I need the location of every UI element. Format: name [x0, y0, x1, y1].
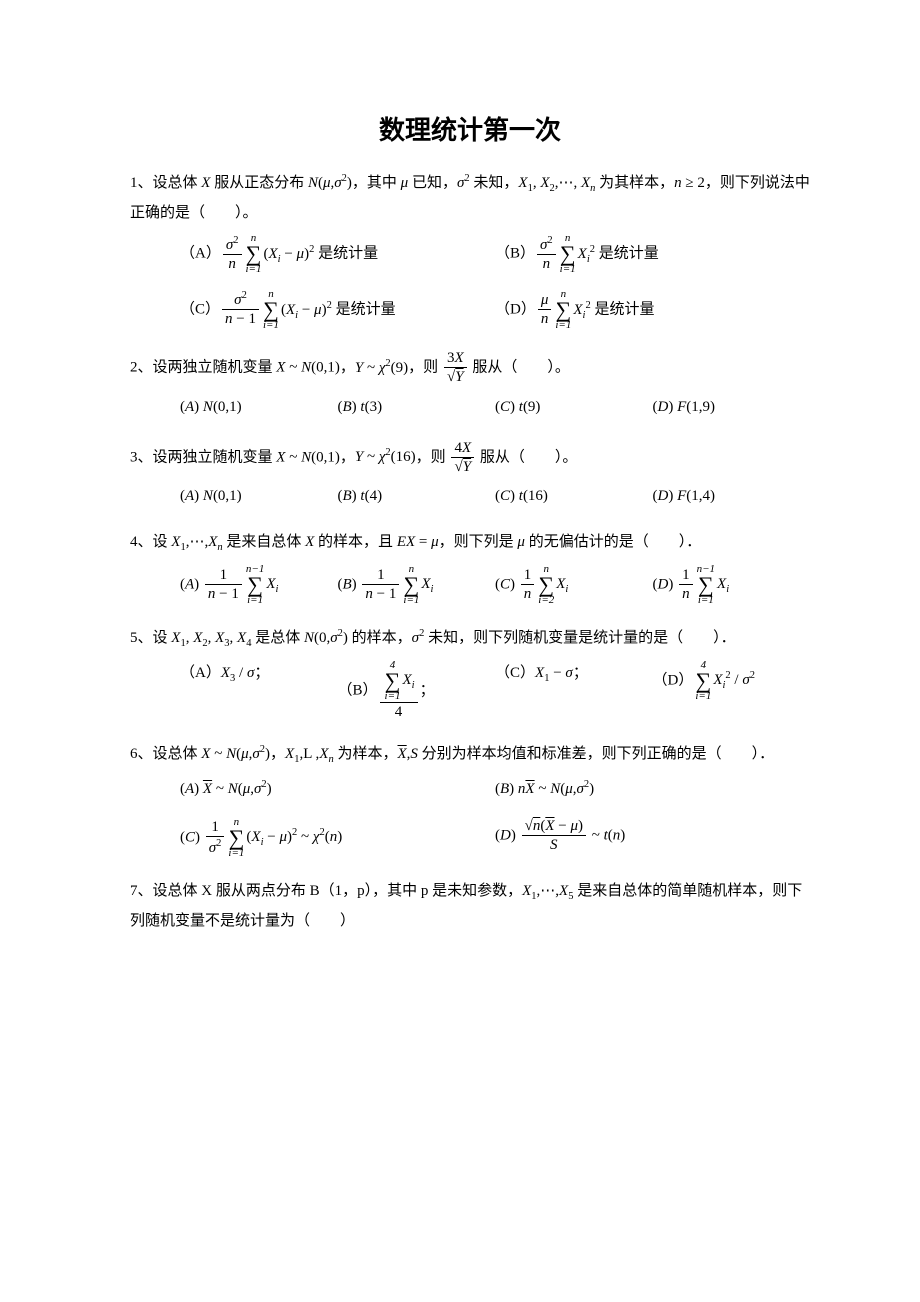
- question-options: (A) 1n − 1n−1∑i=1Xi(B) 1n − 1n∑i=1Xi(C) …: [130, 564, 810, 606]
- question-stem: 6、设总体 X ~ N(μ,σ2)，X1,L ,Xn 为样本，X,S 分别为样本…: [130, 740, 810, 770]
- question-stem: 3、设两独立随机变量 X ~ N(0,1)，Y ~ χ2(16)，则 4X√Y …: [130, 439, 810, 478]
- option: （C）σ2n − 1n∑i=1(Xi − μ)2 是统计量: [180, 289, 495, 331]
- question-options: （A）X3 / σ；（B）4∑i=1Xi4；（C）X1 − σ；（D）4∑i=1…: [130, 660, 810, 722]
- page: 数理统计第一次 1、设总体 X 服从正态分布 N(μ,σ2)，其中 μ 已知，σ…: [0, 0, 920, 1001]
- question-options: (A) X ~ N(μ,σ2)(B) nX ~ N(μ,σ2)(C) 1σ2n∑…: [130, 776, 810, 859]
- option: （B）4∑i=1Xi4；: [338, 660, 496, 722]
- questions-container: 1、设总体 X 服从正态分布 N(μ,σ2)，其中 μ 已知，σ2 未知，X1,…: [130, 169, 810, 935]
- option: (B) 1n − 1n∑i=1Xi: [338, 564, 496, 606]
- option: (D) F(1,4): [653, 483, 811, 510]
- question-stem: 4、设 X1,⋯,Xn 是来自总体 X 的样本，且 EX = μ，则下列是 μ …: [130, 528, 810, 558]
- option: （C）X1 − σ；: [495, 660, 653, 722]
- option: （A）X3 / σ；: [180, 660, 338, 722]
- option: (D) 1nn−1∑i=1Xi: [653, 564, 811, 606]
- option: （D）μnn∑i=1Xi2 是统计量: [495, 289, 810, 331]
- option: （A）σ2nn∑i=1(Xi − μ)2 是统计量: [180, 233, 495, 275]
- question-options: （A）σ2nn∑i=1(Xi − μ)2 是统计量（B）σ2nn∑i=1Xi2 …: [130, 233, 810, 331]
- option: (C) 1nn∑i=2Xi: [495, 564, 653, 606]
- question-stem: 5、设 X1, X2, X3, X4 是总体 N(0,σ2) 的样本，σ2 未知…: [130, 624, 810, 654]
- question-options: (A) N(0,1)(B) t(4)(C) t(16)(D) F(1,4): [130, 483, 810, 510]
- option: (D) √n(X − μ)S ~ t(n): [495, 817, 810, 859]
- option: (B) t(3): [338, 394, 496, 421]
- option: (D) F(1,9): [653, 394, 811, 421]
- option: (B) t(4): [338, 483, 496, 510]
- option: (A) N(0,1): [180, 394, 338, 421]
- question-options: (A) N(0,1)(B) t(3)(C) t(9)(D) F(1,9): [130, 394, 810, 421]
- document-title: 数理统计第一次: [130, 110, 810, 147]
- question-stem: 1、设总体 X 服从正态分布 N(μ,σ2)，其中 μ 已知，σ2 未知，X1,…: [130, 169, 810, 227]
- option: (A) X ~ N(μ,σ2): [180, 776, 495, 803]
- question-stem: 2、设两独立随机变量 X ~ N(0,1)，Y ~ χ2(9)，则 3X√Y 服…: [130, 349, 810, 388]
- option: (B) nX ~ N(μ,σ2): [495, 776, 810, 803]
- option: (C) t(9): [495, 394, 653, 421]
- option: (C) 1σ2n∑i=1(Xi − μ)2 ~ χ2(n): [180, 817, 495, 859]
- question-stem: 7、设总体 X 服从两点分布 B（1，p），其中 p 是未知参数，X1,⋯,X5…: [130, 877, 810, 935]
- option: (A) N(0,1): [180, 483, 338, 510]
- option: (A) 1n − 1n−1∑i=1Xi: [180, 564, 338, 606]
- option: （D）4∑i=1Xi2 / σ2: [653, 660, 811, 722]
- option: (C) t(16): [495, 483, 653, 510]
- option: （B）σ2nn∑i=1Xi2 是统计量: [495, 233, 810, 275]
